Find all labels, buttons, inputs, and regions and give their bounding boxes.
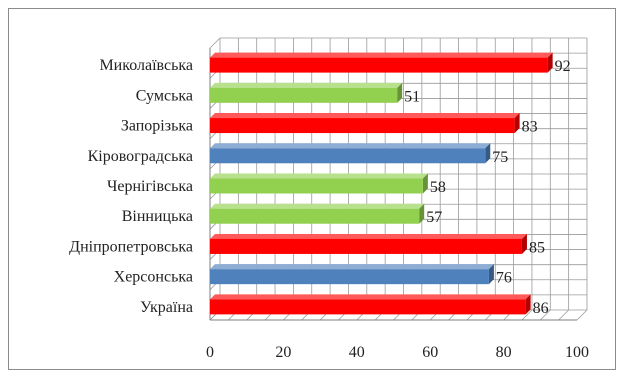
bar-end-face	[525, 294, 531, 315]
category-label: Дніпропетровська	[69, 238, 193, 255]
bar-top-face	[210, 173, 428, 179]
data-label: 85	[529, 239, 545, 256]
bar	[210, 208, 420, 224]
x-tick-label: 0	[206, 344, 214, 361]
bar	[210, 238, 522, 254]
floor-line	[576, 309, 588, 321]
bar-end-face	[547, 52, 553, 73]
bar-top-face	[210, 294, 531, 300]
bar-top-face	[210, 233, 527, 239]
data-label: 51	[404, 88, 420, 105]
bar	[210, 269, 489, 285]
bar-top-face	[210, 143, 491, 149]
category-label: Чернігівська	[107, 178, 193, 195]
bar	[210, 118, 515, 134]
data-label: 76	[496, 270, 512, 287]
floor-line	[521, 309, 533, 321]
bar-top-face	[210, 82, 403, 88]
bar-end-face	[488, 264, 494, 285]
bar-end-face	[485, 143, 491, 164]
x-tick-label: 20	[275, 344, 291, 361]
category-label: Миколаївська	[99, 57, 193, 74]
category-label: Запорізька	[121, 118, 193, 135]
data-label: 75	[492, 149, 508, 166]
bar-end-face	[521, 233, 527, 254]
data-label: 92	[555, 58, 571, 75]
category-label: Херсонська	[114, 269, 193, 286]
bar-end-face	[422, 173, 428, 194]
bar-end-face	[514, 113, 520, 134]
bar	[210, 148, 486, 164]
bar-top-face	[210, 203, 425, 209]
category-label: Вінницька	[122, 208, 193, 225]
x-tick-label: 80	[496, 344, 512, 361]
data-label: 58	[430, 179, 446, 196]
data-label: 83	[522, 119, 538, 136]
floor-line	[540, 309, 551, 321]
floor-line	[558, 309, 569, 321]
side-wall-line	[209, 37, 221, 49]
category-label: Україна	[140, 299, 193, 316]
category-label: Сумська	[136, 87, 193, 104]
bar	[210, 178, 423, 194]
x-tick-label: 100	[565, 344, 589, 361]
x-tick-label: 60	[422, 344, 438, 361]
data-label: 86	[533, 300, 549, 317]
bar-end-face	[419, 203, 425, 224]
bar	[210, 299, 526, 315]
bar	[210, 87, 398, 103]
bar-top-face	[210, 52, 553, 58]
bar-top-face	[210, 113, 520, 119]
data-label: 57	[426, 209, 442, 226]
bar	[210, 57, 548, 73]
bar-top-face	[210, 264, 494, 270]
bar-end-face	[397, 82, 403, 103]
category-label: Кіровоградська	[88, 148, 193, 165]
x-tick-label: 40	[349, 344, 365, 361]
